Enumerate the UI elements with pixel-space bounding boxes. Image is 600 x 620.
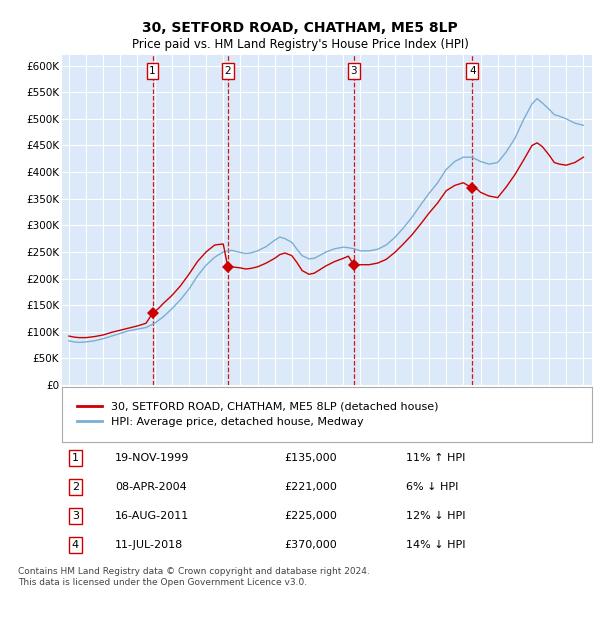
- Text: 4: 4: [71, 539, 79, 549]
- Text: 6% ↓ HPI: 6% ↓ HPI: [407, 482, 459, 492]
- Text: £221,000: £221,000: [284, 482, 337, 492]
- Text: 30, SETFORD ROAD, CHATHAM, ME5 8LP: 30, SETFORD ROAD, CHATHAM, ME5 8LP: [142, 21, 458, 35]
- Text: 1: 1: [149, 66, 156, 76]
- Text: 12% ↓ HPI: 12% ↓ HPI: [407, 511, 466, 521]
- Text: 19-NOV-1999: 19-NOV-1999: [115, 453, 190, 463]
- Legend: 30, SETFORD ROAD, CHATHAM, ME5 8LP (detached house), HPI: Average price, detache: 30, SETFORD ROAD, CHATHAM, ME5 8LP (deta…: [73, 397, 443, 432]
- Text: Price paid vs. HM Land Registry's House Price Index (HPI): Price paid vs. HM Land Registry's House …: [131, 38, 469, 51]
- Text: 2: 2: [71, 482, 79, 492]
- Text: £135,000: £135,000: [284, 453, 337, 463]
- Text: 3: 3: [72, 511, 79, 521]
- Text: £225,000: £225,000: [284, 511, 337, 521]
- Text: 4: 4: [469, 66, 476, 76]
- Text: 2: 2: [224, 66, 231, 76]
- Text: 3: 3: [350, 66, 357, 76]
- Text: 08-APR-2004: 08-APR-2004: [115, 482, 187, 492]
- Text: 11% ↑ HPI: 11% ↑ HPI: [407, 453, 466, 463]
- Text: 16-AUG-2011: 16-AUG-2011: [115, 511, 189, 521]
- Text: 14% ↓ HPI: 14% ↓ HPI: [407, 539, 466, 549]
- Text: 11-JUL-2018: 11-JUL-2018: [115, 539, 183, 549]
- Text: 1: 1: [72, 453, 79, 463]
- Text: Contains HM Land Registry data © Crown copyright and database right 2024.
This d: Contains HM Land Registry data © Crown c…: [18, 567, 370, 587]
- Text: £370,000: £370,000: [284, 539, 337, 549]
